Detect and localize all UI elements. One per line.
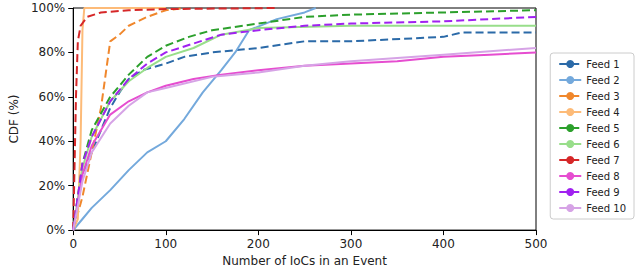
svg-text:0: 0 — [69, 237, 77, 251]
svg-text:Feed 9: Feed 9 — [586, 187, 619, 198]
svg-text:Feed 3: Feed 3 — [586, 91, 619, 102]
svg-text:300: 300 — [339, 237, 362, 251]
svg-text:Feed 2: Feed 2 — [586, 75, 619, 86]
svg-text:40%: 40% — [39, 134, 66, 148]
svg-text:400: 400 — [432, 237, 455, 251]
svg-text:100: 100 — [154, 237, 177, 251]
svg-text:Feed 6: Feed 6 — [586, 139, 619, 150]
svg-text:Feed 1: Feed 1 — [586, 59, 619, 70]
svg-text:Number of IoCs in an Event: Number of IoCs in an Event — [222, 254, 387, 268]
svg-text:80%: 80% — [39, 45, 66, 59]
svg-text:60%: 60% — [39, 90, 66, 104]
svg-text:200: 200 — [247, 237, 270, 251]
svg-text:Feed 10: Feed 10 — [586, 203, 626, 214]
svg-text:Feed 5: Feed 5 — [586, 123, 619, 134]
svg-text:20%: 20% — [39, 179, 66, 193]
svg-text:Feed 7: Feed 7 — [586, 155, 619, 166]
svg-text:Feed 8: Feed 8 — [586, 171, 619, 182]
svg-text:500: 500 — [525, 237, 548, 251]
svg-text:0%: 0% — [46, 223, 65, 237]
svg-text:CDF (%): CDF (%) — [7, 94, 21, 143]
svg-text:100%: 100% — [31, 1, 65, 15]
svg-text:Feed 4: Feed 4 — [586, 107, 619, 118]
